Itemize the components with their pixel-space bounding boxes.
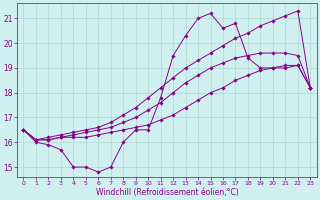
X-axis label: Windchill (Refroidissement éolien,°C): Windchill (Refroidissement éolien,°C) (96, 188, 238, 197)
